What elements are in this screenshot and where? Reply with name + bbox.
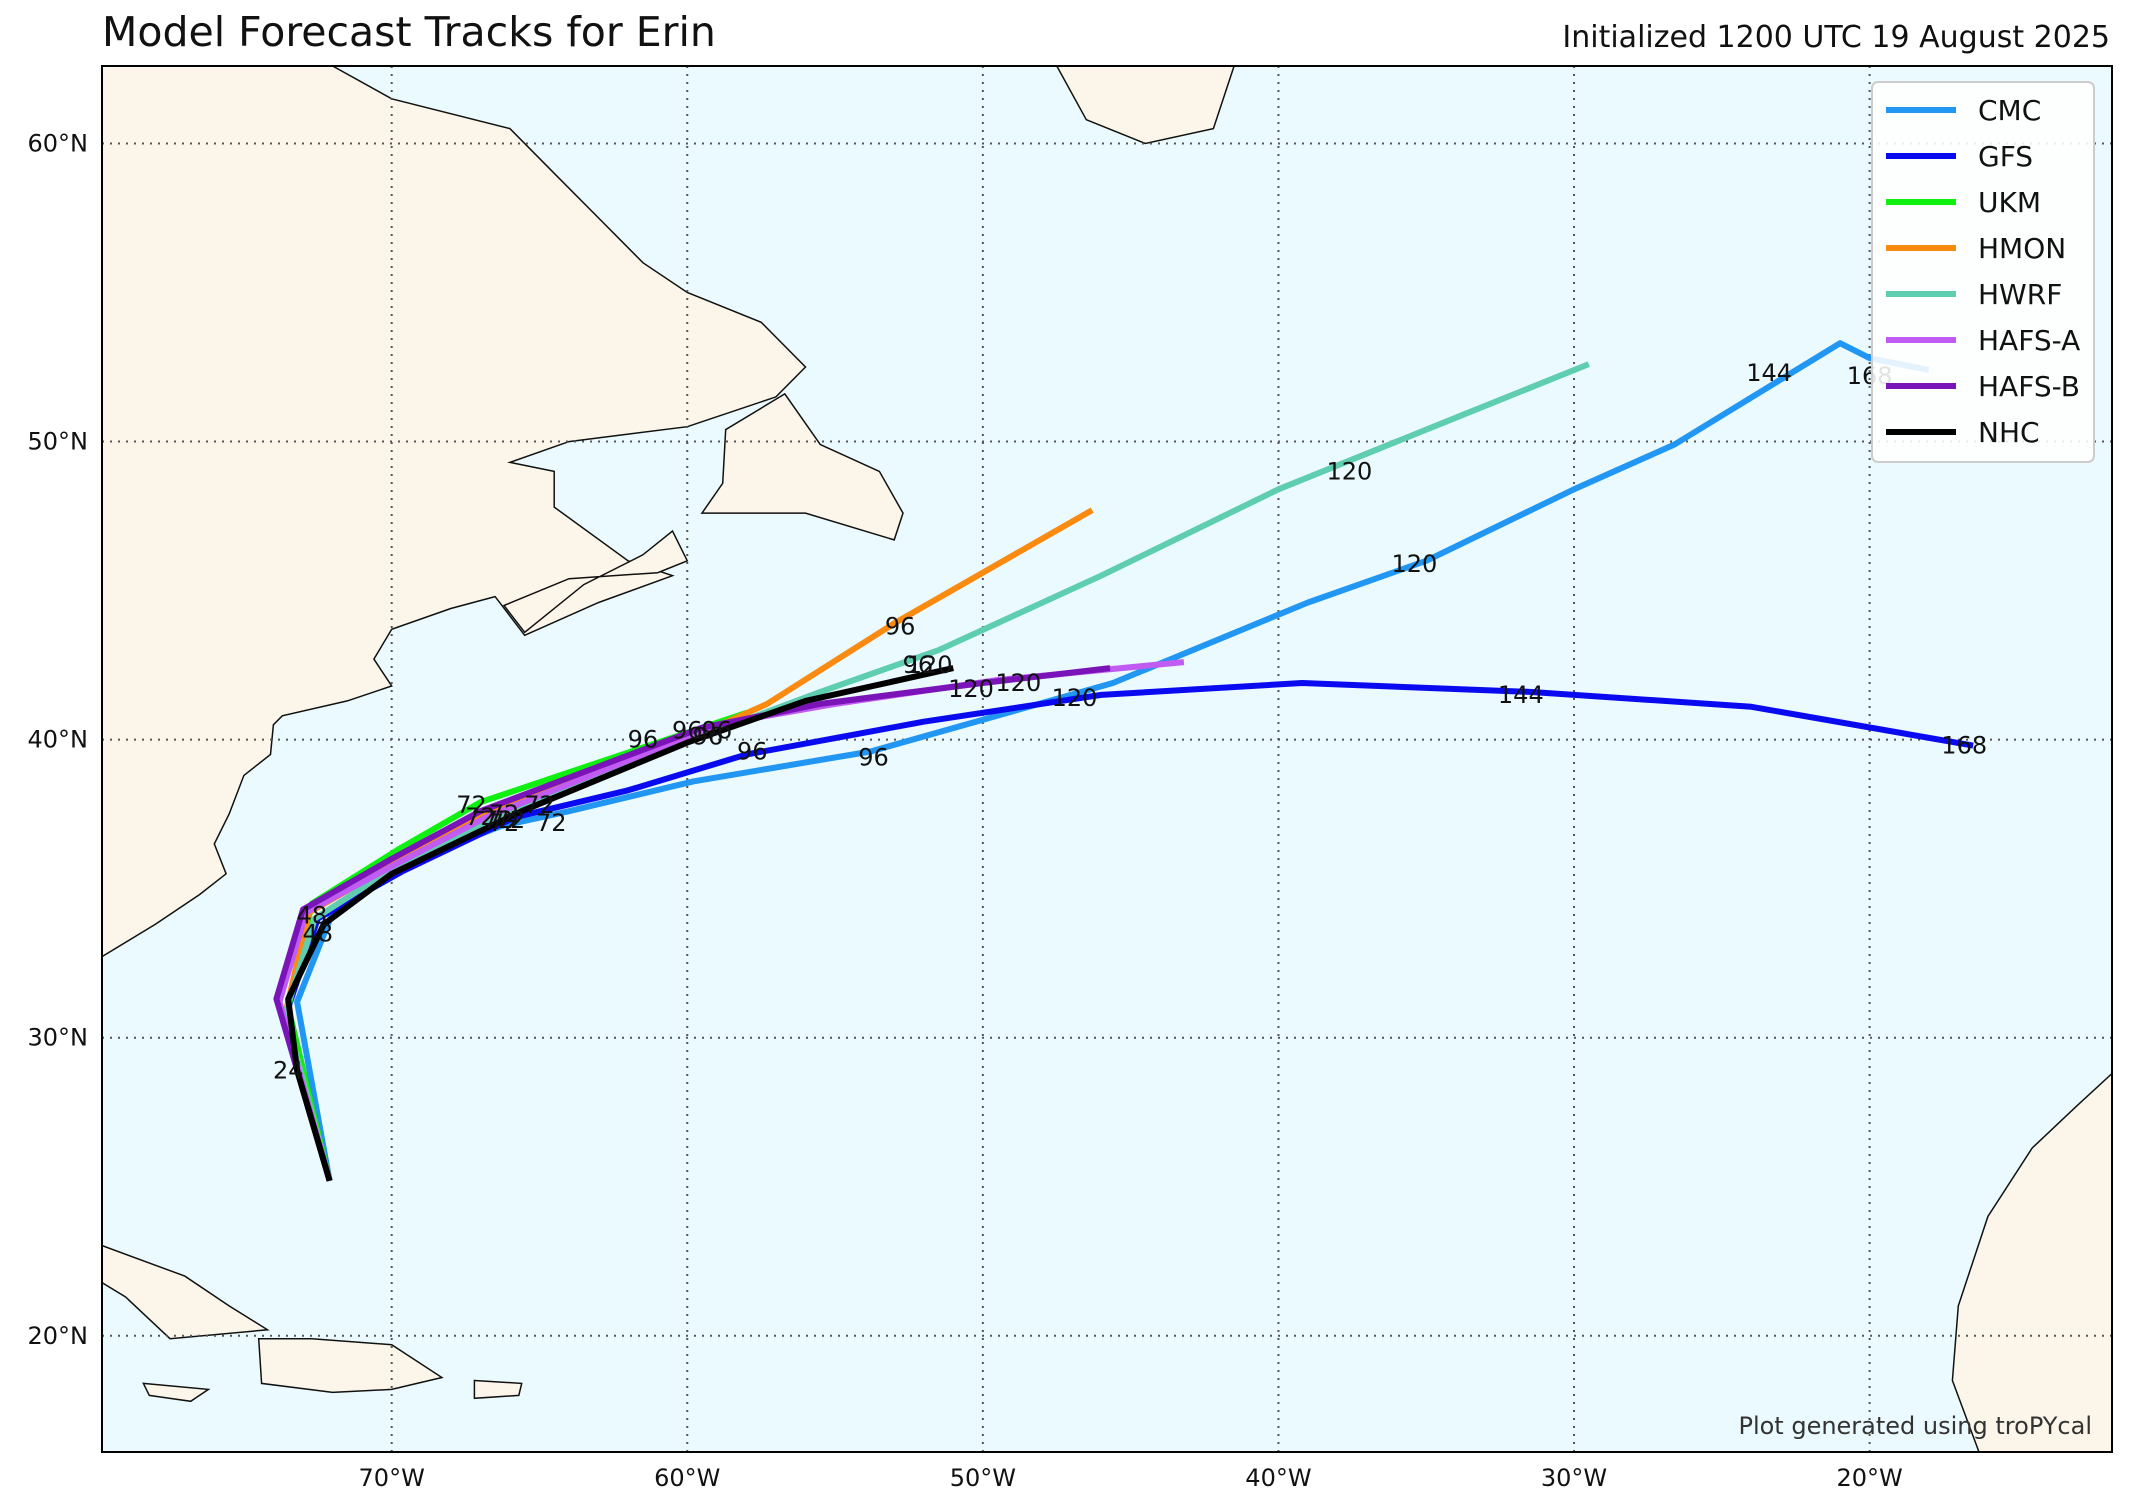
- legend: CMC GFS UKM HMON HWRF HAFS-A HAFS-B NHC: [1871, 81, 2095, 463]
- hour-label-ukm: 96: [628, 726, 659, 754]
- x-tick-label: 70°W: [359, 1464, 425, 1492]
- hour-label-cmc: 120: [1392, 550, 1438, 578]
- nova-scotia-peninsula: [502, 529, 689, 634]
- hour-label-hafs-a: 72: [465, 803, 496, 831]
- hour-label-gfs: 144: [1498, 681, 1544, 709]
- hour-label-gfs: 72: [495, 806, 526, 834]
- legend-label: HWRF: [1978, 278, 2062, 311]
- hispaniola-island: [257, 1337, 444, 1394]
- y-tick-label: 50°N: [28, 428, 89, 456]
- map-title: Model Forecast Tracks for Erin: [102, 8, 716, 56]
- hour-label-hafs-a: 120: [995, 669, 1041, 697]
- hour-label-hafs-a: 96: [702, 717, 733, 745]
- x-tick-label: 30°W: [1541, 1464, 1607, 1492]
- hour-label-hmon: 96: [885, 612, 916, 640]
- hour-label-cmc: 96: [858, 744, 889, 772]
- legend-label: HMON: [1978, 232, 2066, 265]
- hour-label-nhc: 48: [303, 919, 334, 947]
- cuba-island: [102, 1244, 270, 1340]
- hour-label-hafs-b: 72: [524, 791, 555, 819]
- hour-label-nhc: 120: [907, 651, 953, 679]
- track-hafs-b: [273, 665, 1111, 1182]
- north-america-landmass: [102, 66, 807, 958]
- legend-label: HAFS-A: [1978, 324, 2080, 357]
- hour-label-hmon: 72: [489, 800, 520, 828]
- y-tick-label: 60°N: [28, 129, 89, 157]
- hour-label-hwrf: 96: [903, 651, 934, 679]
- hour-label-gfs: 96: [737, 738, 768, 766]
- y-tick-label: 40°N: [28, 726, 89, 754]
- hour-label-gfs: 120: [1052, 684, 1098, 712]
- legend-label: NHC: [1978, 416, 2040, 449]
- africa-coast: [1951, 1072, 2112, 1452]
- land-layer: [102, 66, 2112, 1452]
- y-tick-label: 30°N: [28, 1024, 89, 1052]
- puerto-rico-island: [473, 1379, 523, 1400]
- y-tick-label: 20°N: [28, 1322, 89, 1350]
- forecast-tracks: [273, 340, 1974, 1182]
- hour-label-cmc: 144: [1746, 359, 1792, 387]
- legend-label: CMC: [1978, 94, 2041, 127]
- jamaica-island: [142, 1382, 211, 1403]
- plot-frame: [101, 65, 2113, 1453]
- init-time: Initialized 1200 UTC 19 August 2025: [1562, 20, 2110, 55]
- legend-box: [1871, 81, 2095, 463]
- legend-label: GFS: [1978, 140, 2033, 173]
- forecast-hour-labels: 144 1681209672168144120967296724896721209…: [273, 359, 1987, 1084]
- hour-label-nhc: 24: [273, 1056, 304, 1084]
- hour-label-ukm: 48: [297, 901, 328, 929]
- x-tick-label: 60°W: [654, 1464, 720, 1492]
- hour-label-nhc: 96: [672, 717, 703, 745]
- credit-text: Plot generated using troPYcal: [1738, 1412, 2092, 1440]
- x-tick-label: 50°W: [950, 1464, 1016, 1492]
- legend-label: UKM: [1978, 186, 2041, 219]
- x-tick-label: 20°W: [1836, 1464, 1902, 1492]
- legend-label: HAFS-B: [1978, 370, 2080, 403]
- hour-label-gfs: 168: [1941, 732, 1987, 760]
- x-tick-label: 40°W: [1245, 1464, 1311, 1492]
- hour-label-hwrf: 72: [483, 806, 514, 834]
- hour-label-nhc: 72: [489, 809, 520, 837]
- track-nhc: [285, 665, 954, 1182]
- hour-label-ukm: 72: [456, 791, 487, 819]
- greenland-tip: [1055, 66, 1235, 145]
- hour-label-hafs-b: 120: [948, 675, 994, 703]
- hour-label-hafs-b: 96: [693, 723, 724, 751]
- hour-label-hwrf: 120: [1326, 457, 1372, 485]
- hour-label-cmc: 72: [536, 809, 567, 837]
- newfoundland-island: [700, 392, 904, 541]
- axis-ticks: 70°W 60°W 50°W 40°W 30°W 20°W 20°N 30°N 40°N 50°N…: [28, 129, 1903, 1492]
